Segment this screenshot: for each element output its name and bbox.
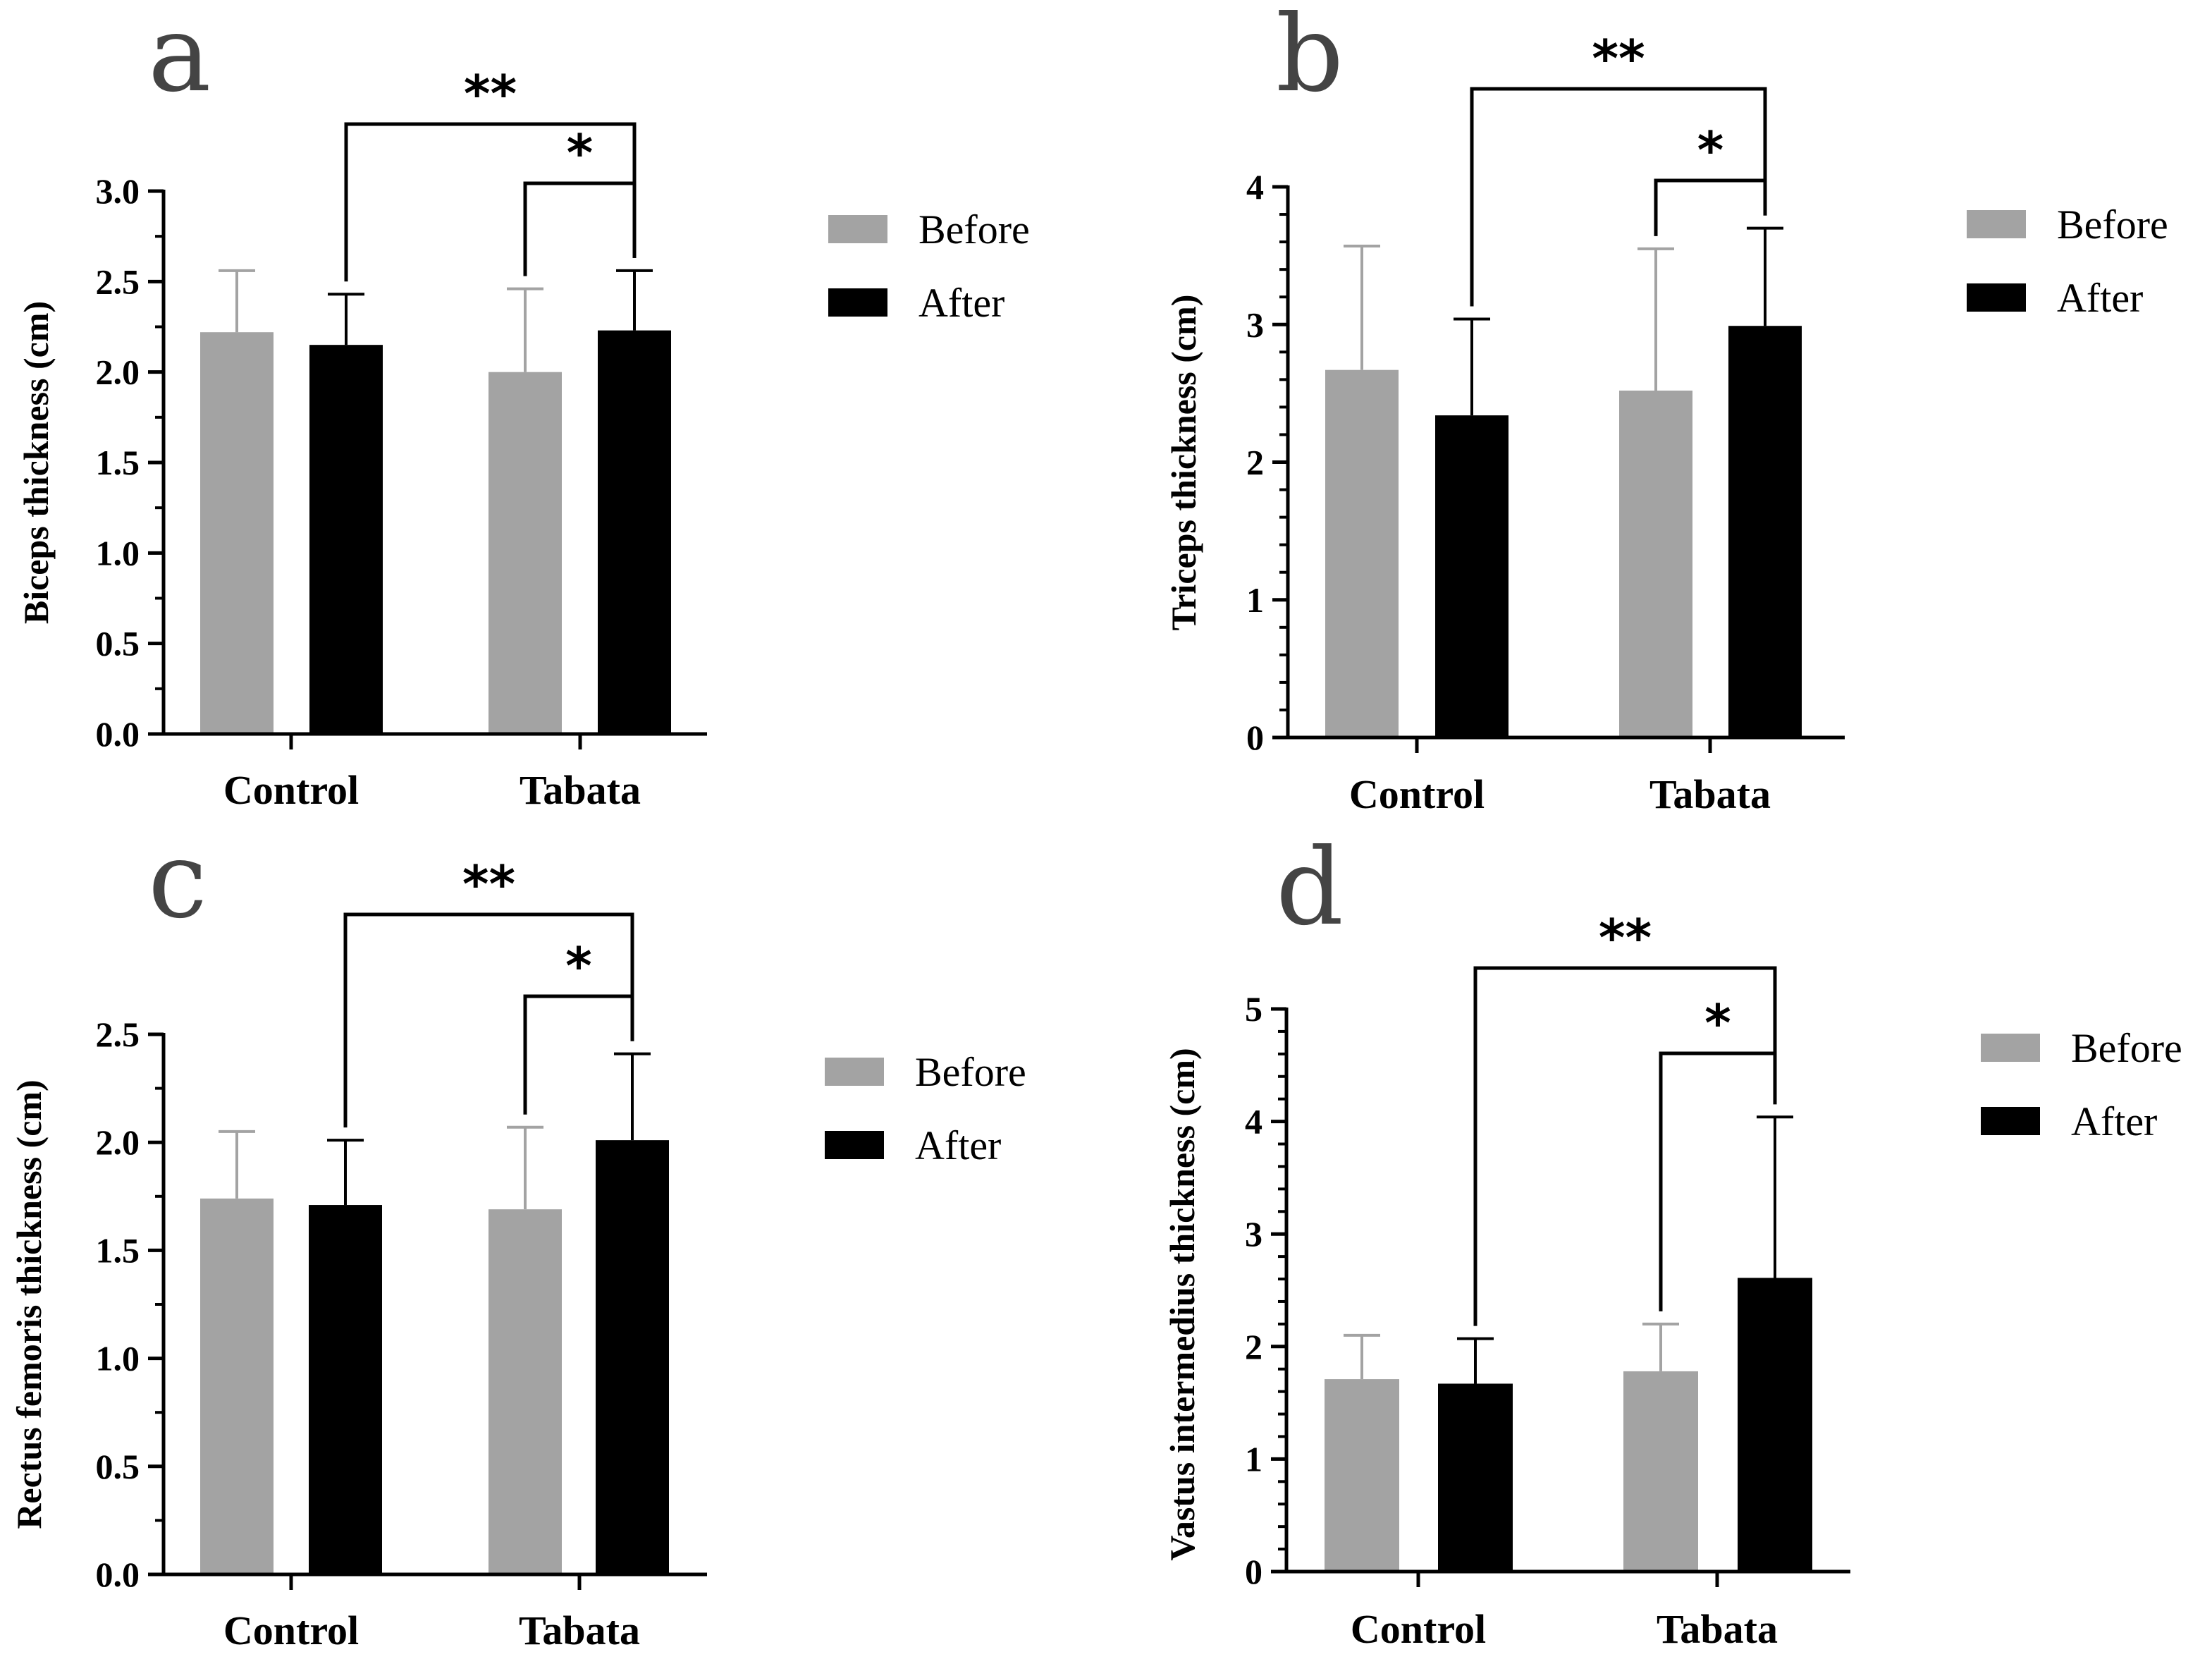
y-tick-label: 1.5 bbox=[96, 1230, 140, 1270]
panel-d: d 0 1 2 3 4 5 Control Tabata Vastus intermedius t… bbox=[1162, 826, 2182, 1652]
significance-bracket bbox=[1473, 966, 1777, 1326]
bar-after-tabata bbox=[1738, 1278, 1812, 1572]
bar-before-control bbox=[1325, 1379, 1399, 1572]
y-tick-label: 4 bbox=[1245, 1102, 1262, 1141]
significance-label: * bbox=[1697, 121, 1724, 180]
category-label: Control bbox=[1351, 1606, 1486, 1652]
y-tick-label: 3 bbox=[1246, 305, 1264, 344]
bar-after-control bbox=[1435, 415, 1509, 737]
bar-before-tabata bbox=[1619, 390, 1692, 737]
bar-after-tabata bbox=[598, 330, 671, 735]
legend-swatch-after bbox=[1967, 283, 2026, 312]
bar-before-tabata bbox=[489, 372, 562, 734]
y-axis-label: Rectus femoris thickness (cm) bbox=[9, 1079, 49, 1529]
panel-letter: c bbox=[148, 819, 207, 942]
y-tick-label: 0.0 bbox=[96, 1555, 140, 1594]
category-label: Tabata bbox=[520, 767, 641, 813]
significance-bracket bbox=[1470, 87, 1767, 307]
y-tick-label: 4 bbox=[1246, 167, 1264, 207]
significance-label: * bbox=[567, 123, 594, 183]
category-label: Control bbox=[223, 767, 359, 813]
legend-label-after: After bbox=[918, 280, 1004, 326]
legend-swatch-before bbox=[1967, 210, 2026, 238]
significance-bracket bbox=[523, 181, 637, 276]
significance-label: ** bbox=[1592, 29, 1645, 88]
significance-label: * bbox=[1704, 993, 1731, 1053]
y-tick-label: 2.5 bbox=[96, 262, 140, 301]
bar-after-control bbox=[309, 1205, 382, 1574]
y-tick-label: 1.5 bbox=[96, 443, 140, 482]
category-label: Control bbox=[223, 1608, 359, 1653]
legend-swatch-before bbox=[828, 215, 887, 243]
y-tick-label: 1.0 bbox=[96, 1339, 140, 1378]
panel-b: b 0 1 2 3 4 Control Tabata Triceps thickness (cm… bbox=[1164, 0, 2168, 817]
significance-bracket bbox=[1659, 1051, 1777, 1311]
y-tick-label: 0.5 bbox=[96, 624, 140, 663]
y-tick-label: 1 bbox=[1246, 580, 1264, 620]
legend-swatch-after bbox=[828, 288, 887, 317]
y-tick-label: 0 bbox=[1246, 718, 1264, 757]
legend-swatch-after bbox=[825, 1131, 884, 1159]
category-label: Tabata bbox=[519, 1608, 640, 1653]
y-tick-label: 2.0 bbox=[96, 1122, 140, 1162]
category-label: Tabata bbox=[1657, 1606, 1778, 1652]
legend-label-after: After bbox=[2071, 1098, 2157, 1144]
y-tick-label: 1.0 bbox=[96, 533, 140, 573]
legend-label-after: After bbox=[915, 1122, 1001, 1168]
category-label: Tabata bbox=[1649, 771, 1771, 817]
significance-label: ** bbox=[462, 855, 515, 914]
significance-label: ** bbox=[1599, 908, 1652, 967]
significance-label: * bbox=[565, 936, 592, 996]
bar-after-tabata bbox=[596, 1140, 669, 1574]
significance-bracket bbox=[523, 994, 634, 1115]
bar-before-control bbox=[1325, 369, 1399, 737]
legend-label-before: Before bbox=[2057, 202, 2168, 247]
panel-c: c 0.0 0.5 1.0 1.5 2.0 2.5 Control Tabata Rectus f… bbox=[9, 819, 1026, 1653]
legend-swatch-after bbox=[1981, 1107, 2040, 1135]
panel-letter: d bbox=[1276, 826, 1344, 949]
bar-after-tabata bbox=[1728, 326, 1802, 737]
y-tick-label: 3.0 bbox=[96, 171, 140, 211]
panel-letter: a bbox=[148, 0, 211, 116]
significance-label: ** bbox=[464, 64, 517, 123]
legend-swatch-before bbox=[825, 1058, 884, 1086]
legend-swatch-before bbox=[1981, 1034, 2040, 1062]
bar-before-tabata bbox=[1623, 1371, 1698, 1572]
y-axis-label: Triceps thickness (cm) bbox=[1164, 295, 1203, 631]
legend-label-before: Before bbox=[918, 207, 1030, 252]
legend-label-after: After bbox=[2057, 275, 2143, 321]
y-tick-label: 2 bbox=[1246, 443, 1264, 482]
y-tick-label: 0.0 bbox=[96, 714, 140, 754]
y-tick-label: 1 bbox=[1245, 1439, 1262, 1479]
y-axis-label: Biceps thickness (cm) bbox=[16, 301, 56, 624]
bar-after-control bbox=[309, 345, 383, 735]
bar-before-tabata bbox=[489, 1209, 562, 1574]
category-label: Control bbox=[1349, 771, 1485, 817]
significance-bracket bbox=[343, 912, 634, 1128]
bar-before-control bbox=[200, 332, 274, 734]
y-axis-label: Vastus intermedius thickness (cm) bbox=[1162, 1048, 1202, 1560]
legend-label-before: Before bbox=[2071, 1025, 2182, 1071]
y-tick-label: 0.5 bbox=[96, 1447, 140, 1486]
y-tick-label: 0 bbox=[1245, 1552, 1262, 1591]
y-tick-label: 2.5 bbox=[96, 1015, 140, 1054]
y-tick-label: 2 bbox=[1245, 1327, 1262, 1366]
panel-a: a 0.0 0.5 1.0 1.5 2.0 2.5 3.0 Control Tabata Bicep… bbox=[16, 0, 1030, 813]
bar-before-control bbox=[200, 1198, 274, 1574]
y-tick-label: 3 bbox=[1245, 1214, 1262, 1254]
bar-after-control bbox=[1438, 1383, 1513, 1572]
significance-bracket bbox=[1654, 178, 1767, 236]
y-tick-label: 2.0 bbox=[96, 353, 140, 392]
y-tick-label: 5 bbox=[1245, 989, 1262, 1029]
legend-label-before: Before bbox=[915, 1049, 1026, 1095]
panel-letter: b bbox=[1276, 0, 1344, 116]
